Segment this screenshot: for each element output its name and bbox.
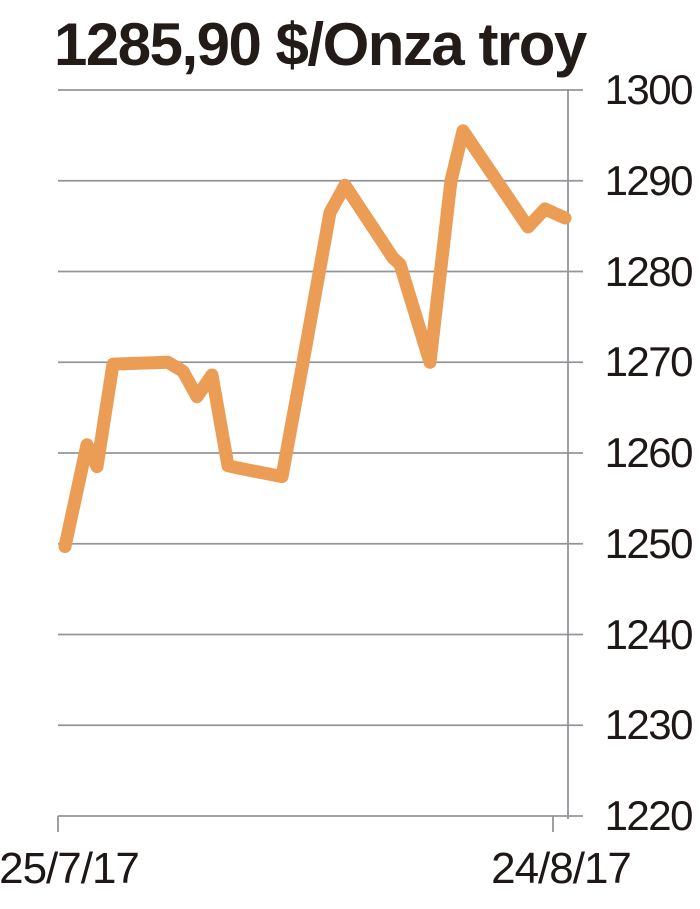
y-tick-label: 1230 xyxy=(604,701,694,749)
y-tick-label: 1280 xyxy=(604,247,694,295)
x-axis-label-end: 24/8/17 xyxy=(491,844,632,893)
y-tick-label: 1240 xyxy=(604,610,694,658)
y-tick-label: 1290 xyxy=(604,156,694,204)
chart-title: 1285,90 $/Onza troy xyxy=(54,11,587,78)
y-tick-label: 1300 xyxy=(604,66,694,113)
x-axis-label-start: 25/7/17 xyxy=(0,844,140,893)
y-tick-label: 1250 xyxy=(604,519,694,567)
y-tick-label: 1220 xyxy=(604,792,694,839)
y-tick-label: 1260 xyxy=(604,429,694,476)
price-line xyxy=(58,124,572,553)
y-tick-label: 1270 xyxy=(604,338,694,386)
